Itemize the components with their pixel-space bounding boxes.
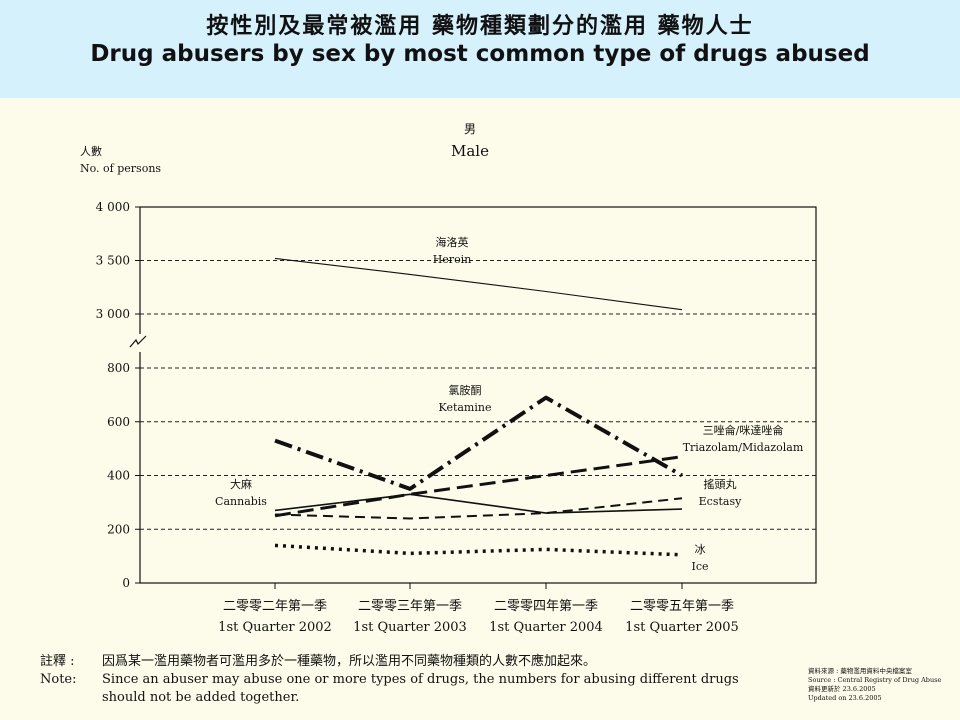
panel-title-en: Male bbox=[451, 142, 489, 160]
y-axis-title-zh: 人數 bbox=[80, 145, 102, 158]
panel-title-zh: 男 bbox=[464, 122, 476, 136]
source-zh: 資料來源 : 藥物濫用資料中央檔案室 bbox=[808, 667, 912, 675]
series-ecstasy bbox=[274, 497, 683, 520]
label-ice-zh: 冰 bbox=[695, 543, 706, 556]
y-tick-label: 3 000 bbox=[96, 307, 130, 321]
y-tick-labels: 0 200 400 600 800 3 000 3 500 4 000 bbox=[96, 200, 130, 590]
title-chinese: 按性別及最常被濫用 藥物種類劃分的濫用 藥物人士 bbox=[206, 14, 754, 39]
y-tick-label: 4 000 bbox=[96, 200, 130, 214]
y-tick-label: 0 bbox=[122, 576, 130, 590]
label-ketamine-zh: 氯胺酮 bbox=[449, 383, 482, 397]
label-ecstasy: Ecstasy bbox=[699, 495, 742, 508]
y-axis-title-en: No. of persons bbox=[80, 162, 161, 175]
y-tick-label: 800 bbox=[107, 361, 130, 375]
x-tick-label-zh: 二零零二年第一季 bbox=[223, 599, 327, 614]
series-cannabis bbox=[274, 493, 683, 514]
updated-zh: 資料更新於 23.6.2005 bbox=[808, 685, 876, 693]
series-ice bbox=[274, 543, 683, 557]
label-ecstasy-zh: 搖頭丸 bbox=[704, 478, 737, 491]
source-en: Source : Central Registry of Drug Abuse bbox=[808, 676, 942, 684]
x-tick-labels: 二零零二年第一季 1st Quarter 2002 二零零三年第一季 1st Quar… bbox=[218, 583, 739, 635]
note-text-en-1: Since an abuser may abuse one or more ty… bbox=[102, 672, 739, 687]
label-triazolam: Triazolam/Midazolam bbox=[683, 441, 804, 454]
label-cannabis-zh: 大麻 bbox=[230, 477, 252, 491]
label-ketamine: Ketamine bbox=[439, 401, 492, 414]
axis-break-marker bbox=[128, 334, 152, 352]
note-head-en: Note: bbox=[40, 672, 77, 687]
plot-frame bbox=[139, 206, 817, 584]
series-lines bbox=[274, 257, 683, 557]
label-heroin: Heroin bbox=[433, 253, 472, 266]
label-ice: Ice bbox=[691, 560, 708, 573]
series-heroin bbox=[274, 257, 683, 311]
gridlines bbox=[135, 206, 816, 584]
footnote: 註釋 : 因爲某一濫用藥物者可濫用多於一種藥物，所以濫用不同藥物種類的人數不應加… bbox=[40, 653, 780, 707]
series-triazolam bbox=[274, 455, 683, 518]
x-tick-label-zh: 二零零三年第一季 bbox=[358, 599, 462, 614]
note-head-zh: 註釋 : bbox=[40, 654, 75, 669]
x-tick-label: 1st Quarter 2003 bbox=[353, 620, 467, 635]
note-text-zh: 因爲某一濫用藥物者可濫用多於一種藥物，所以濫用不同藥物種類的人數不應加起來。 bbox=[102, 654, 597, 669]
x-tick-label: 1st Quarter 2002 bbox=[218, 620, 332, 635]
updated-en: Updated on 23.6.2005 bbox=[808, 694, 882, 702]
y-tick-label: 600 bbox=[107, 415, 130, 429]
title-english: Drug abusers by sex by most common type … bbox=[90, 41, 870, 67]
x-tick-label: 1st Quarter 2004 bbox=[489, 620, 603, 635]
x-tick-label-zh: 二零零五年第一季 bbox=[630, 599, 734, 614]
label-cannabis: Cannabis bbox=[215, 495, 267, 508]
y-tick-label: 200 bbox=[107, 522, 130, 536]
series-ketamine bbox=[274, 395, 683, 491]
x-tick-label-zh: 二零零四年第一季 bbox=[494, 599, 598, 614]
note-text-en-2: should not be added together. bbox=[102, 690, 300, 705]
y-tick-label: 400 bbox=[107, 469, 130, 483]
source-note: 資料來源 : 藥物濫用資料中央檔案室 Source : Central Regi… bbox=[808, 667, 958, 703]
header-banner: 按性別及最常被濫用 藥物種類劃分的濫用 藥物人士 Drug abusers by… bbox=[0, 0, 960, 98]
label-triazolam-zh: 三唑侖/咪達唑侖 bbox=[703, 423, 784, 437]
y-tick-label: 3 500 bbox=[96, 254, 130, 268]
label-heroin-zh: 海洛英 bbox=[436, 235, 469, 249]
x-tick-label: 1st Quarter 2005 bbox=[625, 620, 739, 635]
